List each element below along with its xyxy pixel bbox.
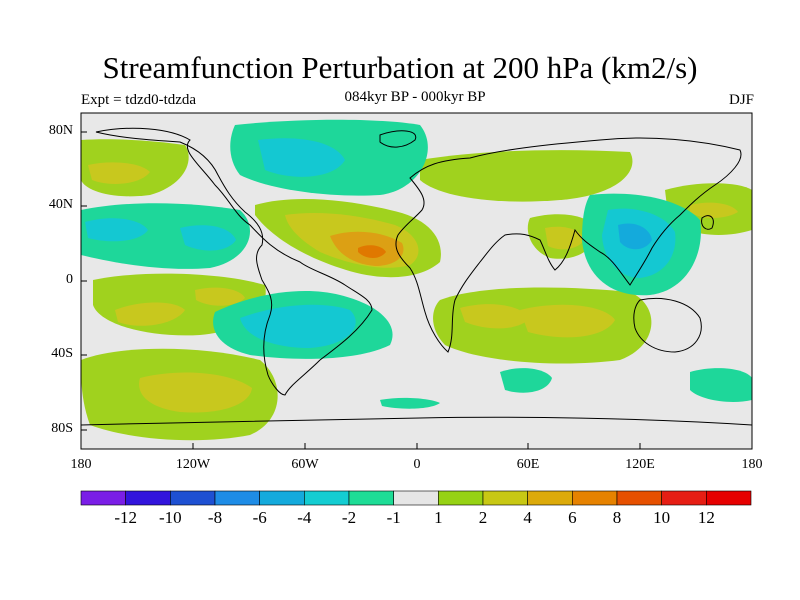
contour-region xyxy=(139,372,252,413)
lon-label-120e: 120E xyxy=(625,457,655,472)
contour-region xyxy=(358,245,386,258)
colorbar-tick-label: 4 xyxy=(523,508,532,527)
figure-title: Streamfunction Perturbation at 200 hPa (… xyxy=(102,50,698,85)
lon-label-0: 0 xyxy=(413,457,421,472)
coastlines xyxy=(81,127,752,426)
contour-region xyxy=(690,202,738,218)
colorbar-tick-label: 12 xyxy=(697,508,715,527)
colorbar-tick-label: 10 xyxy=(653,508,671,527)
colorbar-tick-label: 8 xyxy=(612,508,622,527)
experiment-label: Expt = tdzd0-tdzda xyxy=(81,92,197,108)
figure-subtitle: 084kyr BP - 000kyr BP xyxy=(344,89,486,105)
lat-label-80n: 80N xyxy=(48,123,73,138)
colorbar-swatch xyxy=(259,490,305,506)
colorbar-swatch xyxy=(393,490,439,506)
colorbar-swatch xyxy=(482,490,528,506)
axis-ticks xyxy=(80,131,753,449)
colorbar-tick-label: 6 xyxy=(568,508,577,527)
colorbar-swatch xyxy=(80,490,126,506)
contour-region xyxy=(380,397,440,409)
colorbar-tick-label: 2 xyxy=(478,508,488,527)
colorbar-swatch xyxy=(348,490,394,506)
lat-label-40n: 40N xyxy=(48,197,73,212)
contour-region xyxy=(258,138,345,177)
colorbar-swatch xyxy=(661,490,707,506)
colorbar-swatch xyxy=(572,490,618,506)
season-label: DJF xyxy=(728,92,754,108)
lon-label-180w: 180 xyxy=(70,457,92,472)
colorbar-swatch xyxy=(438,490,484,506)
colorbar-tick-label: -4 xyxy=(297,508,312,527)
lon-label-60w: 60W xyxy=(291,457,319,472)
colorbar-tick-label: -10 xyxy=(158,508,182,527)
lat-label-80s: 80S xyxy=(51,421,73,436)
contour-region xyxy=(180,225,236,251)
map-field xyxy=(81,113,752,449)
contour-region xyxy=(420,150,633,202)
lat-label-40s: 40S xyxy=(51,346,73,361)
colorbar-swatch xyxy=(527,490,573,506)
lon-label-120w: 120W xyxy=(175,457,211,472)
contour-region xyxy=(85,218,148,242)
contour-region xyxy=(240,304,356,348)
lon-label-60e: 60E xyxy=(516,457,540,472)
colorbar-swatch xyxy=(304,490,350,506)
colorbar-swatch xyxy=(706,490,752,506)
colorbar-tick-label: -6 xyxy=(252,508,267,527)
lon-label-180e: 180 xyxy=(741,457,763,472)
colorbar-swatch xyxy=(125,490,171,506)
colorbar-tick-label: -1 xyxy=(386,508,401,527)
colorbar-tick-label: -8 xyxy=(207,508,223,527)
contour-region xyxy=(460,304,530,329)
contour-region xyxy=(618,223,652,250)
colorbar-swatch xyxy=(214,490,260,506)
contour-region xyxy=(195,287,245,306)
contour-region xyxy=(500,368,552,393)
contour-region xyxy=(88,162,150,184)
colorbar-tick-label: -12 xyxy=(114,508,137,527)
colorbar-swatch xyxy=(170,490,216,506)
contour-region xyxy=(115,302,185,326)
colorbar-tick-label: 1 xyxy=(434,508,443,527)
colorbar xyxy=(80,490,752,506)
colorbar-tick-label: -2 xyxy=(341,508,357,527)
lat-label-0: 0 xyxy=(66,272,73,287)
colorbar-swatch xyxy=(616,490,662,506)
contour-region xyxy=(690,368,752,402)
contour-region xyxy=(520,304,615,338)
